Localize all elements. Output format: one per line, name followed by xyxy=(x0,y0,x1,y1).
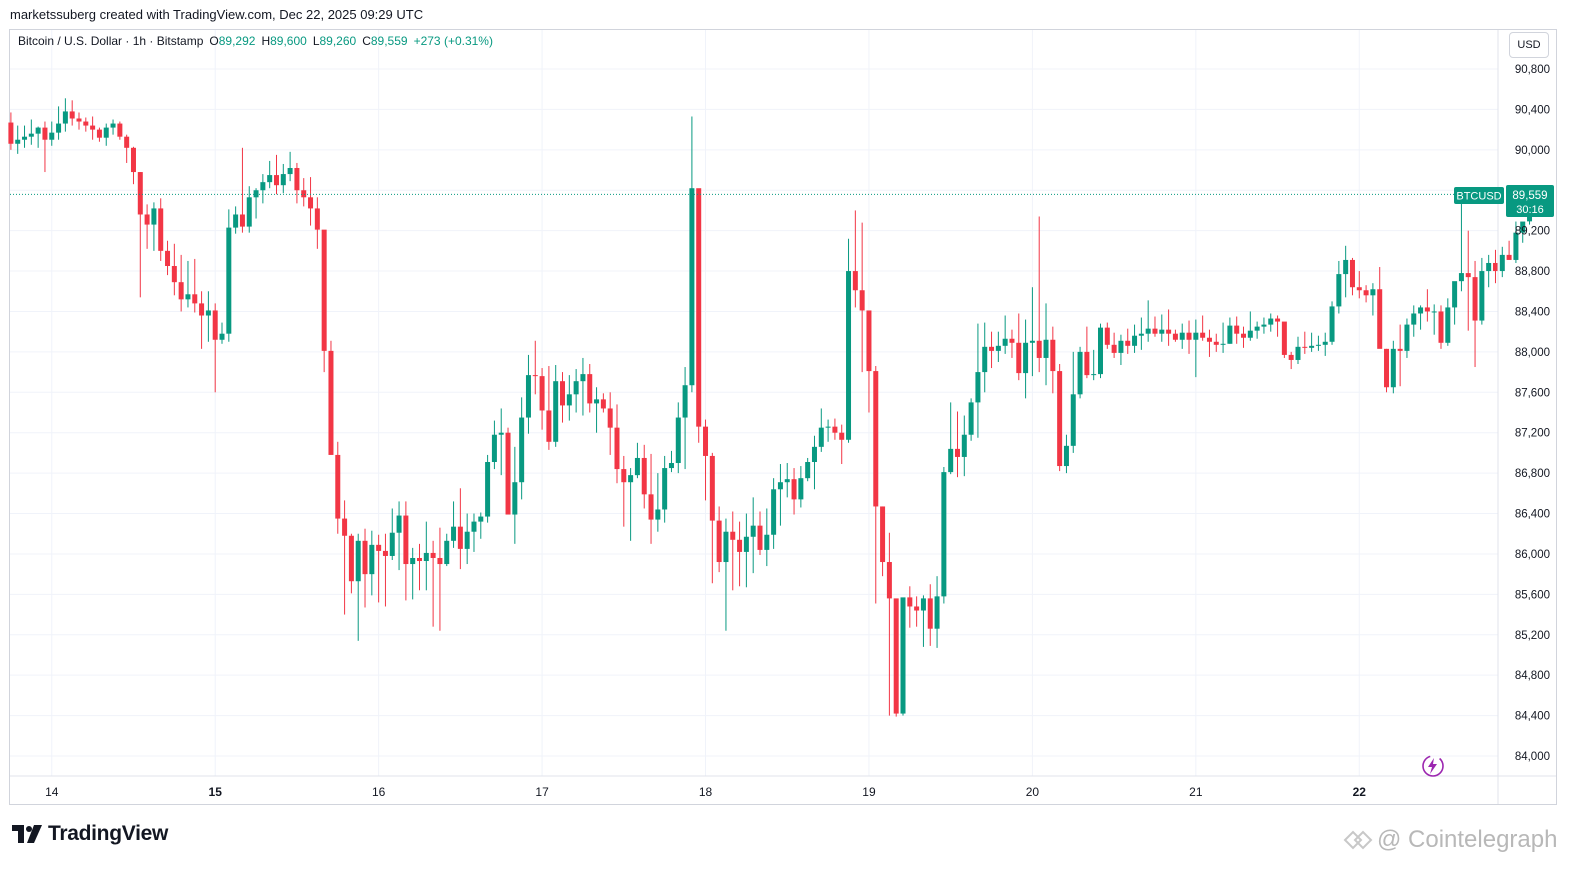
lightning-icon[interactable] xyxy=(1419,753,1447,784)
legend-close-label: C xyxy=(362,34,371,48)
chart-caption: marketssuberg created with TradingView.c… xyxy=(10,7,424,22)
legend-high-label: H xyxy=(261,34,271,48)
legend-open: 89,292 xyxy=(218,34,256,48)
legend-high: 89,600 xyxy=(270,34,307,48)
chart-frame[interactable] xyxy=(9,29,1557,805)
tradingview-brand[interactable]: TradingView xyxy=(12,822,168,846)
legend-close: 89,559 xyxy=(370,34,408,48)
currency-button[interactable]: USD xyxy=(1509,32,1549,58)
chart-legend: Bitcoin / U.S. Dollar · 1h · Bitstamp O8… xyxy=(18,34,493,48)
legend-low-label: L xyxy=(312,34,320,48)
legend-change: +273 (+0.31%) xyxy=(413,34,493,48)
watermark-text: @ Cointelegraph xyxy=(1377,826,1558,853)
cointelegraph-logo-icon xyxy=(1343,830,1373,850)
tradingview-logo-icon xyxy=(12,825,42,843)
legend-low: 89,260 xyxy=(319,34,357,48)
legend-open-label: O xyxy=(209,34,219,48)
cointelegraph-watermark: @ Cointelegraph xyxy=(1343,826,1557,854)
legend-symbol[interactable]: Bitcoin / U.S. Dollar · 1h · Bitstamp xyxy=(18,34,204,48)
tradingview-logo-text: TradingView xyxy=(48,822,169,845)
